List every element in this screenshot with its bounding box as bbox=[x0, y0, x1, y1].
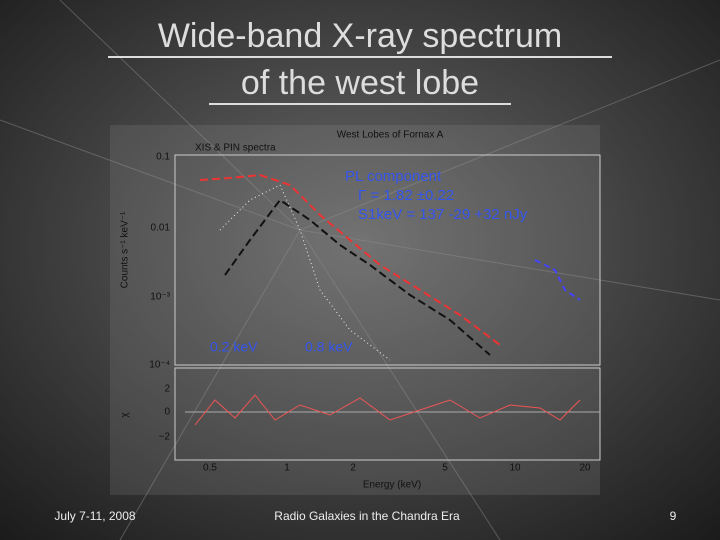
x-tick-label: 5 bbox=[442, 463, 448, 474]
plot-frame bbox=[174, 154, 601, 366]
residual-tick-label: 2 bbox=[164, 384, 170, 395]
y-tick-label: 10⁻³ bbox=[150, 292, 170, 303]
annotations: PL component Γ = 1.82 ±0.22 S1keV = 137 … bbox=[210, 168, 528, 355]
x-tick-label: 1 bbox=[284, 463, 290, 474]
y-tick-label: 10⁻⁴ bbox=[149, 360, 170, 371]
figure: West Lobes of Fornax A XIS & PIN spectra… bbox=[110, 125, 601, 495]
annotation: 0.2 keV bbox=[210, 339, 258, 355]
annotation: PL component bbox=[345, 168, 442, 185]
annotation: 0.8 keV bbox=[305, 339, 353, 355]
y-tick-label: 0.1 bbox=[156, 152, 170, 163]
footer: July 7-11, 2008 Radio Galaxies in the Ch… bbox=[54, 509, 676, 523]
y-tick-label: 0.01 bbox=[151, 223, 171, 234]
x-tick-label: 20 bbox=[579, 463, 591, 474]
residual-frame bbox=[174, 367, 601, 461]
model-curve bbox=[224, 198, 491, 356]
x-label: Energy (keV) bbox=[363, 480, 421, 491]
x-tick-label: 2 bbox=[350, 463, 356, 474]
slide-title: Wide-band X-ray spectrum of the west lob… bbox=[158, 17, 562, 102]
residual-tick-label: −2 bbox=[159, 432, 171, 443]
page-number: 9 bbox=[670, 509, 677, 523]
figure-title: West Lobes of Fornax A bbox=[337, 130, 444, 141]
figure-panel bbox=[110, 125, 600, 495]
residual-tick-label: 0 bbox=[164, 407, 170, 418]
annotation: Γ = 1.82 ±0.22 bbox=[358, 187, 454, 204]
title-line: of the west lobe bbox=[241, 64, 479, 102]
residual-label: χ bbox=[120, 412, 131, 418]
x-tick-label: 0.5 bbox=[203, 463, 217, 474]
residuals bbox=[194, 394, 581, 426]
annotation: S1keV = 137 -29 +32 nJy bbox=[358, 206, 528, 223]
pin-curve bbox=[534, 259, 581, 301]
y-label: Counts s⁻¹ keV⁻¹ bbox=[120, 211, 131, 288]
model-curve bbox=[199, 173, 501, 346]
title-line: Wide-band X-ray spectrum bbox=[158, 17, 562, 55]
figure-text: West Lobes of Fornax A XIS & PIN spectra… bbox=[120, 130, 591, 491]
footer-date: July 7-11, 2008 bbox=[54, 509, 135, 523]
footer-event: Radio Galaxies in the Chandra Era bbox=[274, 509, 460, 523]
x-tick-label: 10 bbox=[509, 463, 521, 474]
figure-subtitle: XIS & PIN spectra bbox=[195, 143, 276, 154]
